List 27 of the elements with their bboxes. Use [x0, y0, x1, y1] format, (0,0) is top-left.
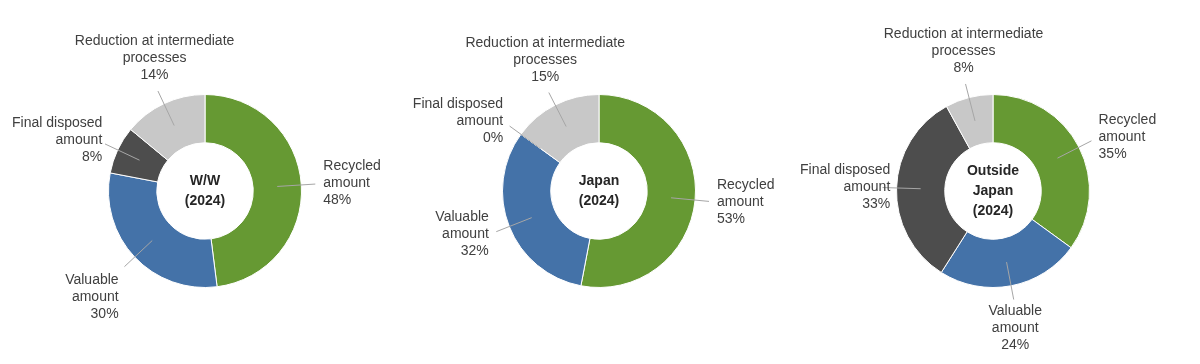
data-label: 35%: [1098, 145, 1127, 162]
slice-label: Recycled amount: [323, 157, 381, 191]
data-label: 15%: [531, 67, 560, 84]
slice-label: Recycled amount: [1098, 111, 1157, 145]
slice-label: Recycled amount: [716, 176, 775, 210]
text: W/W (2024): [184, 171, 226, 208]
slice-label: Valuable amount: [65, 271, 119, 305]
slice-label: Reduction at intermediate processes: [883, 24, 1044, 58]
text: Japan (2024): [578, 171, 620, 208]
data-label: 24%: [1001, 336, 1030, 353]
data-label: 14%: [140, 66, 169, 83]
slice-label: Final disposed amount: [799, 161, 891, 195]
category-label: Final disposed amount: [412, 95, 504, 129]
data-label: 48%: [323, 191, 352, 208]
data-label: 53%: [716, 210, 746, 227]
data-label: 30%: [90, 305, 119, 322]
slice-label: Final disposed amount: [11, 114, 103, 148]
data-label: 32%: [460, 242, 489, 259]
slice-label: Reduction at intermediate processes: [465, 33, 626, 67]
data-label: 8%: [82, 148, 103, 165]
slice-label: Reduction at intermediate processes: [74, 32, 235, 66]
text: Outside Japan (2024): [966, 161, 1020, 218]
text: 0%: [482, 129, 504, 146]
slice-label: Valuable amount: [435, 208, 490, 242]
data-label: 8%: [953, 58, 974, 75]
slice-label: Valuable amount: [988, 302, 1043, 336]
data-label: 33%: [862, 195, 891, 212]
